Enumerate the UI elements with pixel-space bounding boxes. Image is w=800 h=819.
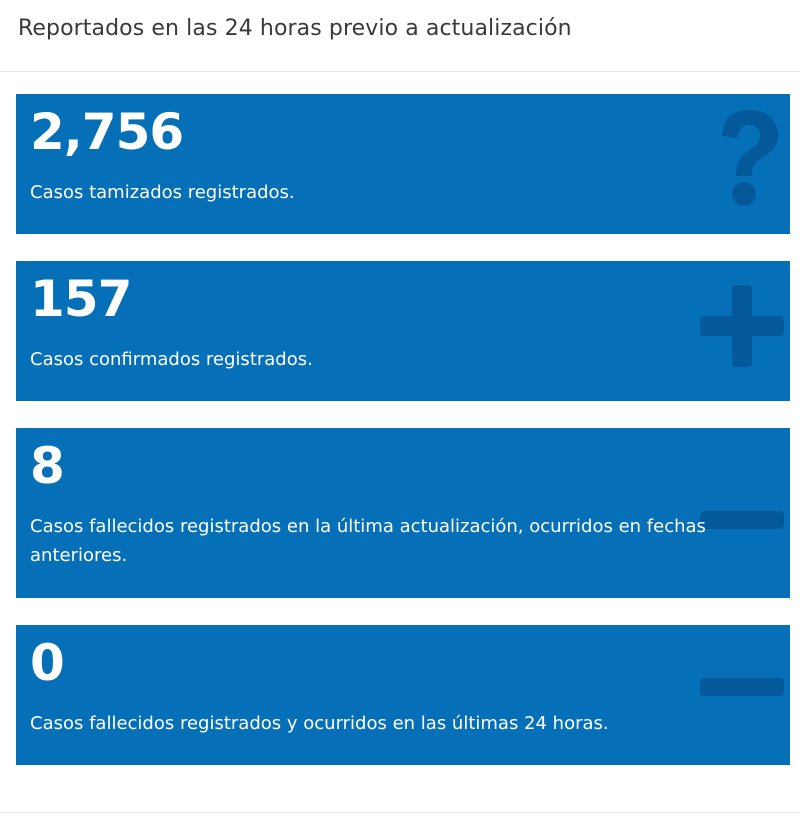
stat-value: 8	[30, 437, 65, 495]
minus-icon	[700, 678, 786, 698]
stat-description: Casos fallecidos registrados en la últim…	[30, 516, 706, 566]
minus-icon	[700, 511, 786, 531]
stat-card-confirmed: 157 Casos confirmados registrados.	[16, 261, 790, 401]
question-icon	[712, 106, 784, 206]
stat-card-deaths-previous: 8 Casos fallecidos registrados en la últ…	[16, 428, 790, 598]
stat-description: Casos fallecidos registrados y ocurridos…	[30, 713, 609, 734]
stat-value: 2,756	[30, 103, 184, 161]
section-header: Reportados en las 24 horas previo a actu…	[0, 0, 800, 72]
stat-value: 0	[30, 634, 65, 692]
stat-description: Casos tamizados registrados.	[30, 182, 295, 203]
stat-card-deaths-24h: 0 Casos fallecidos registrados y ocurrid…	[16, 625, 790, 765]
divider	[0, 812, 800, 813]
stat-description: Casos confirmados registrados.	[30, 349, 313, 370]
plus-icon	[700, 283, 786, 369]
section-title: Reportados en las 24 horas previo a actu…	[18, 16, 572, 41]
stat-card-screened: 2,756 Casos tamizados registrados.	[16, 94, 790, 234]
stat-value: 157	[30, 270, 132, 328]
